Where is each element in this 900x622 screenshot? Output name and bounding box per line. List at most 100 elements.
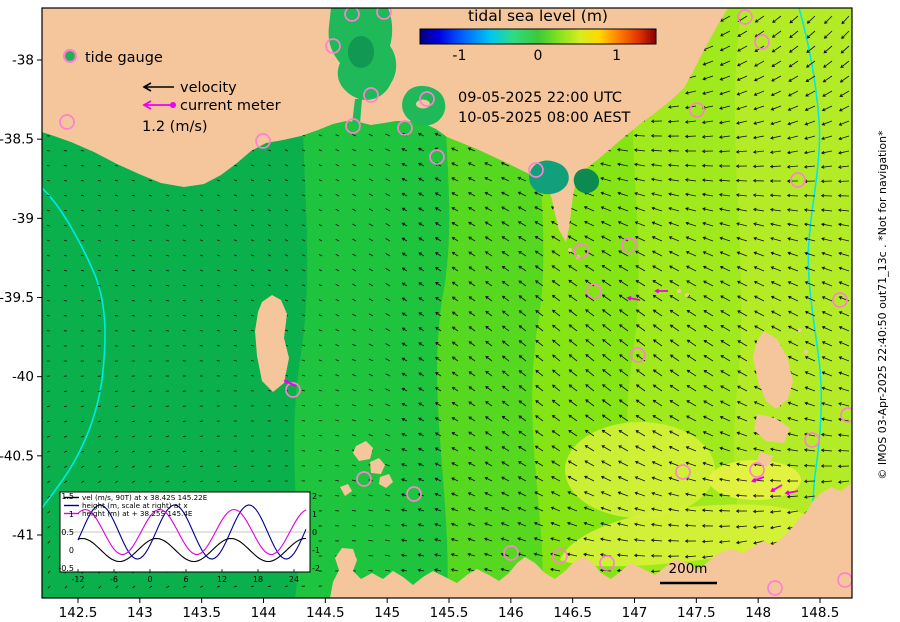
tide-gauge-marker xyxy=(345,118,361,134)
island-cape-barren xyxy=(754,414,790,443)
current-meter-marker xyxy=(751,476,765,483)
velocity-arrow-icon xyxy=(142,82,174,92)
bay-corner-inlet-east xyxy=(573,168,600,194)
islet-east-1 xyxy=(803,349,809,355)
x-tick-label: 146.5 xyxy=(553,605,592,621)
island-flinders xyxy=(753,331,793,409)
x-tick-label: 146 xyxy=(498,605,524,621)
y-tick-label: -41 xyxy=(12,528,34,544)
bay-corner-inlet xyxy=(529,160,569,195)
inset-tick-labels: 1.5 1 0.5 0 -0.5 2 1 0 -1 -2 -12 -6 0 6 12 18 24 xyxy=(58,492,320,584)
tide-gauge-marker xyxy=(754,34,770,50)
colorbar-tick-labels: -1 0 1 xyxy=(452,48,621,64)
island-king xyxy=(255,295,289,392)
island-hunter-1 xyxy=(353,441,373,461)
tide-gauge-marker xyxy=(832,292,848,308)
tide-gauge-label: tide gauge xyxy=(85,50,163,66)
inset-x-tick-label: 0 xyxy=(147,575,152,584)
inset-curves xyxy=(77,504,307,563)
tide-gauge-marker xyxy=(325,38,341,54)
x-tick-label: 147 xyxy=(622,605,648,621)
tide-gauge-marker xyxy=(419,91,435,107)
y-tick-label: -40 xyxy=(12,369,34,385)
colorbar-tick-label: 0 xyxy=(534,48,543,64)
map-area xyxy=(42,8,852,598)
tide-gauge-layer xyxy=(59,8,852,596)
tide-gauge-icon xyxy=(62,48,78,64)
current-meter-marker xyxy=(784,490,799,496)
y-axis-ticks: -38 -38.5 -39 -39.5 -40 -40.5 -41 xyxy=(0,53,42,544)
inset-curve xyxy=(77,504,307,560)
x-tick-label: 148.5 xyxy=(801,605,840,621)
inset-right-tick-label: 0 xyxy=(312,528,317,537)
x-axis-ticks: 142.5 143 143.5 144 144.5 145 145.5 146 146.5 147… xyxy=(59,598,840,621)
tide-gauge-marker xyxy=(586,283,602,299)
tide-gauge-marker xyxy=(630,347,646,363)
tide-gauge-marker xyxy=(837,572,852,588)
tide-gauge-marker xyxy=(528,162,544,178)
colorbar xyxy=(419,28,657,45)
tide-gauge-marker xyxy=(689,102,705,118)
x-tick-label: 148 xyxy=(745,605,771,621)
island-robbins xyxy=(340,484,352,496)
current-meter-arrow-icon xyxy=(142,100,174,110)
x-tick-label: 143 xyxy=(127,605,153,621)
inset-legend-label: height (m, scale at right) at x xyxy=(82,501,188,510)
island-kent-group-2 xyxy=(685,293,689,297)
x-tick-label: 145 xyxy=(374,605,400,621)
tide-gauge-marker xyxy=(675,464,691,480)
x-tick-label: 144 xyxy=(251,605,277,621)
current-meter-label: current meter xyxy=(180,98,281,114)
inset-curve xyxy=(77,537,307,563)
island-kent-group-1 xyxy=(676,288,682,294)
tide-gauge-marker xyxy=(767,580,783,596)
x-tick-label: 147.5 xyxy=(677,605,716,621)
inset-right-tick-label: -2 xyxy=(312,564,320,573)
tide-gauge-marker xyxy=(376,8,392,20)
inset-left-tick-label: 0 xyxy=(69,546,74,555)
x-tick-label: 145.5 xyxy=(430,605,469,621)
sea-shallow-patch xyxy=(565,422,715,518)
y-tick-label: -39.5 xyxy=(0,290,34,306)
timestamp-aest: 10-05-2025 08:00 AEST xyxy=(458,110,631,126)
y-tick-label: -38.5 xyxy=(0,132,34,148)
inset-plot: vel (m/s, 90T) at x 38.42S 145.22Eheight… xyxy=(58,491,320,584)
x-tick-label: 144.5 xyxy=(306,605,345,621)
inset-x-tick-label: 12 xyxy=(217,575,227,584)
tide-gauge-marker xyxy=(429,149,445,165)
inset-left-tick-label: 1 xyxy=(69,510,74,519)
timestamp-utc: 09-05-2025 22:00 UTC xyxy=(458,90,622,106)
inset-legend-label: vel (m/s, 90T) at x 38.42S 145.22E xyxy=(82,493,208,502)
tide-gauge-marker xyxy=(397,120,413,136)
x-tick-label: 142.5 xyxy=(59,605,98,621)
map-legend: tide gauge velocity current meter 1.2 (m… xyxy=(62,48,281,135)
current-meter-dot-icon xyxy=(170,102,176,108)
inset-left-tick-label: 0.5 xyxy=(61,528,74,537)
tide-gauge-marker xyxy=(790,172,806,188)
y-tick-label: -40.5 xyxy=(0,448,34,464)
bay-port-phillip-entrance xyxy=(352,99,362,124)
land-tasmania xyxy=(330,482,852,598)
inset-x-tick-label: 24 xyxy=(289,575,299,584)
scale-bar-label: 200m xyxy=(669,561,708,577)
tide-gauge-marker xyxy=(285,382,301,398)
velocity-label: velocity xyxy=(180,80,237,96)
tide-gauge-marker xyxy=(749,462,765,478)
tide-gauge-marker xyxy=(363,87,379,103)
current-meter-marker xyxy=(283,379,297,387)
tide-gauge-marker xyxy=(840,407,852,423)
tide-gauge-marker xyxy=(621,237,637,253)
tide-gauge-marker xyxy=(356,471,372,487)
tide-gauge-marker xyxy=(344,8,360,22)
tide-gauge-marker xyxy=(599,555,615,571)
y-tick-label: -39 xyxy=(12,211,34,227)
inset-left-tick-label: -0.5 xyxy=(58,564,74,573)
inset-right-tick-label: 2 xyxy=(312,492,317,501)
colorbar-tick-label: -1 xyxy=(452,48,466,64)
velocity-scale-label: 1.2 (m/s) xyxy=(142,119,208,135)
colorbar-title: tidal sea level (m) xyxy=(468,7,608,25)
island-hunter-2 xyxy=(370,458,385,474)
current-meter-marker xyxy=(654,288,668,294)
current-meter-layer xyxy=(283,288,799,496)
